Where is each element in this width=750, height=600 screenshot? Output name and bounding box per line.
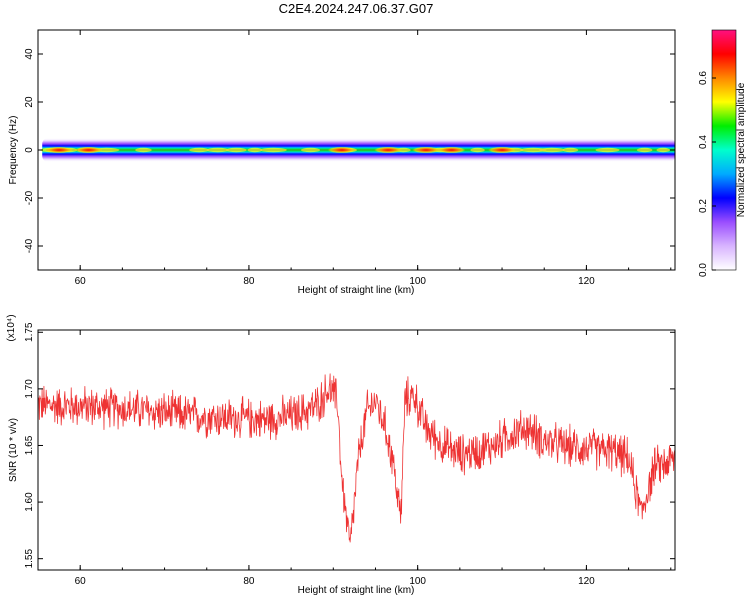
spectrogram-y-label: Frequency (Hz) (8, 116, 19, 185)
snr-x-ticks: 60 80 100 120 (37, 330, 672, 587)
spectrogram-x-tick-label: 120 (578, 276, 595, 287)
spectrogram-y-tick-label: 0 (24, 147, 35, 153)
snr-y-tick-label: 1.60 (24, 492, 35, 512)
snr-y-tick-label: 1.75 (24, 322, 35, 342)
colorbar-tick-label: 0.0 (698, 263, 709, 277)
spectrogram-x-tick-label: 80 (243, 276, 255, 287)
snr-y-ticks: 1.55 1.60 1.65 1.70 1.75 (24, 322, 675, 568)
snr-x-tick-label: 100 (409, 576, 426, 587)
snr-y-tick-label: 1.65 (24, 435, 35, 455)
colorbar: 0.0 0.2 0.4 0.6 Normalized spectral amplitu… (698, 29, 747, 277)
colorbar-label: Normalized spectral amplitude (736, 82, 747, 217)
spectrogram-y-tick-label: -20 (24, 190, 35, 205)
snr-panel: 60 80 100 120 1.55 1.60 1.65 1.70 1.75 (x10⁴) H… (6, 314, 676, 596)
spectrogram-y-ticks: -40 -20 0 20 40 (24, 48, 675, 253)
spectrogram-y-tick-label: -40 (24, 238, 35, 253)
snr-series-line (38, 373, 675, 543)
spectrogram-x-label: Height of straight line (km) (298, 285, 415, 296)
spectrogram-x-tick-label: 60 (75, 276, 87, 287)
spectrogram-panel: 60 80 100 120 -40 -20 0 20 40 Height of straigh… (8, 29, 676, 296)
frequency-band (40, 138, 675, 162)
snr-y-label: SNR (10 * v/v) (8, 418, 19, 482)
snr-x-tick-label: 80 (243, 576, 255, 587)
spectrogram-x-tick-label: 100 (409, 276, 426, 287)
snr-x-tick-label: 120 (578, 576, 595, 587)
spectrogram-y-tick-label: 20 (24, 96, 35, 108)
colorbar-tick-label: 0.4 (698, 135, 709, 149)
colorbar-ticks: 0.0 0.2 0.4 0.6 (698, 71, 716, 277)
snr-x-tick-label: 60 (75, 576, 87, 587)
figure-title: C2E4.2024.247.06.37.G07 (279, 1, 434, 16)
spectrogram-x-ticks: 60 80 100 120 (37, 30, 672, 287)
snr-y-tick-label: 1.55 (24, 549, 35, 569)
snr-x-label: Height of straight line (km) (298, 585, 415, 596)
colorbar-scale (711, 29, 737, 271)
spectrogram-y-tick-label: 40 (24, 48, 35, 60)
snr-y-tick-label: 1.70 (24, 379, 35, 399)
colorbar-tick-label: 0.6 (698, 71, 709, 85)
snr-y-multiplier: (x10⁴) (6, 314, 17, 341)
colorbar-tick-label: 0.2 (698, 199, 709, 213)
snr-frame (37, 329, 676, 571)
